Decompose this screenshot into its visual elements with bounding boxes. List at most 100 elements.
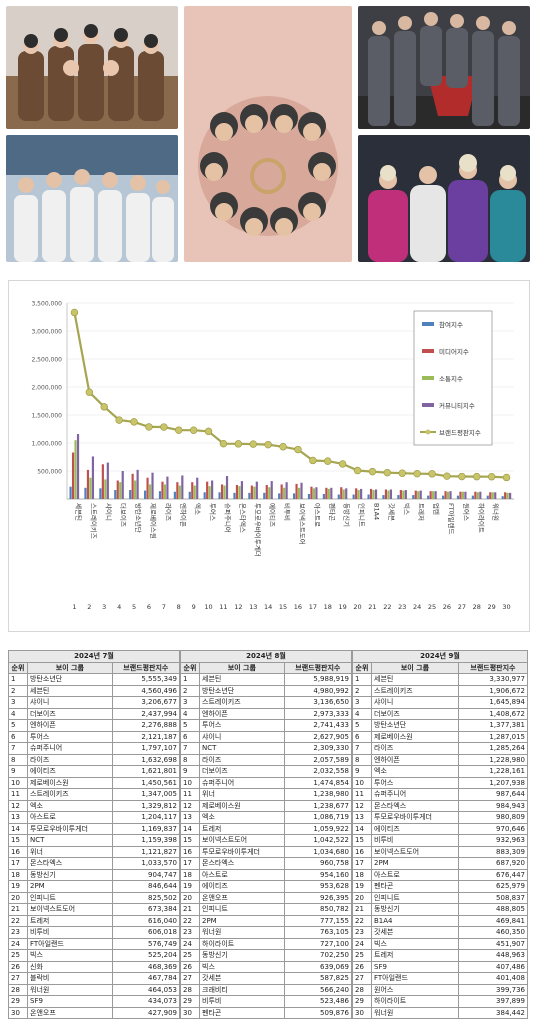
- x-category-label: 라이즈: [164, 503, 173, 521]
- rank-cell: 28: [352, 983, 372, 996]
- bar-4-4: [121, 471, 124, 499]
- bar-3-20: [357, 490, 360, 499]
- index-value-cell: 616,040: [111, 914, 181, 927]
- table-row: 19 2PM 846,644: [8, 880, 181, 893]
- group-photo-5: [358, 135, 530, 262]
- table-row: 23 비투비 606,018: [8, 926, 181, 939]
- rank-cell: 26: [180, 960, 200, 973]
- bar-4-10: [211, 480, 214, 499]
- bar-1-5: [129, 490, 132, 499]
- group-name-cell: 빅스: [199, 960, 285, 973]
- x-category-label: 샤이니: [104, 503, 113, 521]
- group-photo-3: [184, 6, 352, 262]
- x-rank-label: 12: [234, 603, 242, 611]
- bar-1-25: [427, 495, 430, 499]
- bar-4-18: [330, 487, 333, 499]
- group-photo-2: [6, 135, 178, 262]
- bar-3-3: [104, 479, 107, 499]
- bar-3-9: [193, 485, 196, 499]
- group-name-cell: 샤이니: [27, 696, 113, 709]
- table-month-header: 2024년 9월: [352, 650, 528, 663]
- bar-1-4: [114, 490, 117, 499]
- rank-cell: 29: [352, 995, 372, 1008]
- table-row: 12 몬스타엑스 984,943: [352, 799, 529, 812]
- rank-cell: 25: [180, 949, 200, 962]
- x-rank-label: 10: [204, 603, 212, 611]
- group-name-cell: 위너: [199, 788, 285, 801]
- bar-3-13: [253, 486, 256, 499]
- table-row: 13 투모로우바이투게더 980,809: [352, 811, 529, 824]
- y-tick-label: 1,500,000: [31, 413, 62, 420]
- bar-2-10: [206, 481, 209, 499]
- table-row: 7 NCT 2,309,330: [180, 742, 353, 755]
- x-rank-label: 29: [488, 603, 496, 611]
- table-column-header: 보이 그룹: [199, 661, 285, 674]
- bar-3-29: [491, 492, 494, 499]
- group-name-cell: 더보이즈: [27, 707, 113, 720]
- index-value-cell: 960,758: [283, 857, 353, 870]
- bar-3-10: [208, 486, 211, 499]
- rank-cell: 18: [352, 868, 372, 881]
- group-name-cell: 2PM: [27, 880, 113, 893]
- table-row: 23 워너원 763,105: [180, 926, 353, 939]
- index-value-cell: 1,632,698: [111, 753, 181, 766]
- x-rank-label: 11: [219, 603, 227, 611]
- x-rank-label: 30: [502, 603, 510, 611]
- y-tick-label: 1,000,000: [31, 441, 62, 448]
- bar-2-16: [295, 483, 298, 499]
- index-value-cell: 508,837: [457, 891, 529, 904]
- index-value-cell: 953,628: [283, 880, 353, 893]
- line-point-3: [100, 403, 108, 411]
- line-point-25: [428, 470, 436, 478]
- index-value-cell: 984,943: [457, 799, 529, 812]
- table-row: 27 FT아일랜드 401,408: [352, 972, 529, 985]
- legend-label: 브랜드평판지수: [439, 428, 481, 437]
- index-value-cell: 676,447: [457, 868, 529, 881]
- bar-1-9: [188, 491, 191, 499]
- group-name-cell: FT아일랜드: [27, 937, 113, 950]
- line-point-28: [473, 472, 481, 481]
- index-value-cell: 1,228,161: [457, 765, 529, 778]
- table-row: 10 투어스 1,207,938: [352, 776, 529, 789]
- bar-3-11: [223, 485, 226, 499]
- table-row: 10 제로베이스원 1,450,561: [8, 776, 181, 789]
- group-name-cell: 방탄소년단: [27, 673, 113, 686]
- line-point-13: [249, 440, 257, 448]
- legend-swatch: [422, 322, 434, 326]
- rank-cell: 30: [180, 1006, 200, 1019]
- table-row: 28 원어스 399,736: [352, 983, 529, 996]
- table-row: 8 라이즈 2,057,589: [180, 753, 353, 766]
- group-name-cell: 엔하이픈: [199, 707, 285, 720]
- group-name-cell: 비투비: [371, 834, 459, 847]
- index-value-cell: 606,018: [111, 926, 181, 939]
- line-point-2: [85, 388, 94, 396]
- table-row: 22 B1A4 469,841: [352, 914, 529, 927]
- group-name-cell: 투모로우바이투게더: [27, 822, 113, 835]
- rank-cell: 14: [352, 822, 372, 835]
- bar-1-18: [322, 493, 325, 499]
- index-value-cell: 4,560,496: [111, 684, 181, 697]
- table-row: 16 위너 1,121,827: [8, 845, 181, 858]
- bar-3-21: [372, 490, 375, 499]
- bar-4-28: [479, 491, 482, 499]
- line-point-1: [70, 308, 79, 317]
- rank-cell: 3: [180, 696, 200, 709]
- bar-4-1: [76, 434, 80, 499]
- index-value-cell: 1,034,680: [283, 845, 353, 858]
- group-name-cell: 펜타곤: [199, 1006, 285, 1019]
- table-row: 25 빅스 525,204: [8, 949, 181, 962]
- group-name-cell: SF9: [27, 995, 113, 1008]
- rank-cell: 17: [352, 857, 372, 870]
- index-value-cell: 460,350: [457, 926, 529, 939]
- table-column-header: 브랜드평판지수: [111, 661, 181, 674]
- bar-2-8: [176, 482, 179, 499]
- group-name-cell: 투모로우바이투게더: [199, 845, 285, 858]
- x-rank-label: 14: [264, 603, 272, 611]
- x-rank-label: 18: [324, 603, 332, 611]
- group-name-cell: NCT: [27, 834, 113, 847]
- index-value-cell: 1,474,854: [283, 776, 353, 789]
- group-name-cell: 슈퍼주니어: [27, 742, 113, 755]
- x-rank-label: 23: [398, 603, 406, 611]
- legend-swatch: [422, 349, 434, 353]
- bar-3-24: [417, 491, 420, 499]
